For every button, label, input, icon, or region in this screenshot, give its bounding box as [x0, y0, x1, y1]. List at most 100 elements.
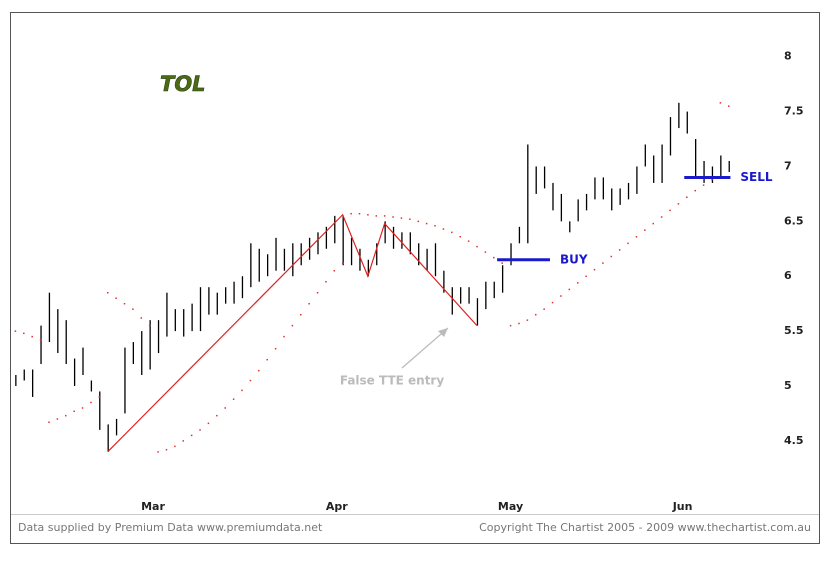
chart-title: TOL	[160, 72, 206, 96]
sar-dot	[476, 245, 478, 248]
sar-dot	[300, 313, 302, 316]
sar-dot	[341, 262, 344, 264]
frame	[10, 12, 820, 544]
arrow-head	[438, 328, 448, 337]
sar-dot	[509, 324, 512, 327]
sar-dot	[165, 448, 168, 451]
sar-dot	[199, 429, 201, 431]
sar-dot	[48, 421, 50, 423]
sar-dot	[325, 281, 327, 283]
sar-dot	[484, 251, 487, 253]
y-tick-label: 5.5	[784, 324, 804, 337]
level-label: SELL	[740, 170, 772, 184]
footer-left: Data supplied by Premium Data www.premiu…	[18, 521, 323, 534]
sar-dot	[291, 324, 294, 327]
sar-dot	[140, 317, 143, 319]
sar-dot	[669, 209, 671, 212]
sar-dot	[65, 414, 67, 417]
y-tick-label: 6	[784, 269, 792, 282]
sar-dot	[560, 295, 562, 297]
sar-dot	[442, 228, 445, 230]
sar-dot	[501, 262, 503, 264]
y-tick-label: 7.5	[784, 105, 804, 118]
sar-dot	[367, 214, 369, 216]
sar-dot	[417, 220, 420, 223]
sar-dot	[333, 270, 336, 272]
sar-dot	[425, 222, 428, 225]
sar-dot	[123, 302, 126, 305]
y-tick-label: 6.5	[784, 214, 804, 227]
sar-dot	[190, 434, 193, 437]
sar-dot	[182, 440, 185, 442]
x-tick-label: May	[498, 500, 523, 513]
sar-dot	[644, 229, 646, 231]
sar-dot	[392, 216, 394, 218]
sar-dot	[148, 324, 151, 327]
sar-dot	[39, 339, 42, 341]
sar-dot	[249, 379, 252, 382]
annotation: False TTE entry	[340, 374, 445, 388]
sar-dot	[652, 222, 654, 225]
sar-dot	[660, 216, 663, 218]
sar-dot	[174, 445, 176, 448]
sar-dot	[535, 313, 537, 316]
sar-dot	[543, 308, 545, 310]
sar-dot	[702, 184, 705, 186]
sar-dot	[459, 236, 461, 238]
sar-dot	[493, 256, 495, 259]
sar-dot	[400, 217, 403, 219]
sar-dot	[81, 407, 84, 409]
sar-dot	[686, 196, 688, 198]
sar-dot	[711, 178, 713, 181]
x-tick-label: Jun	[672, 500, 693, 513]
x-tick-label: Apr	[326, 500, 348, 513]
sar-dot	[98, 396, 101, 398]
sar-dot	[585, 275, 587, 278]
sar-dot	[728, 105, 730, 107]
sar-dot	[451, 231, 453, 234]
sar-dot	[258, 369, 260, 372]
sar-dot	[383, 215, 386, 217]
sar-dot	[90, 401, 92, 404]
footer-right: Copyright The Chartist 2005 - 2009 www.t…	[479, 521, 811, 534]
zigzag-line	[107, 213, 478, 453]
sar-dot	[593, 268, 596, 271]
sar-dot	[568, 288, 571, 291]
annotation-arrow	[401, 327, 449, 369]
sar-dot	[610, 255, 613, 258]
sar-dot	[283, 335, 285, 338]
sar-dot	[207, 422, 210, 425]
sar-dot	[157, 451, 159, 453]
sar-dot	[635, 236, 638, 238]
y-tick-label: 7	[784, 159, 792, 172]
sar-dot	[409, 218, 411, 220]
sar-dot	[14, 330, 17, 332]
sar-dot	[375, 215, 378, 217]
sar-dot	[602, 262, 604, 264]
x-tick-label: Mar	[141, 500, 165, 513]
sar-dot	[31, 335, 33, 338]
sar-dot	[719, 102, 722, 104]
sar-dot	[73, 410, 75, 413]
sar-dot	[232, 398, 235, 400]
sar-dot	[694, 189, 696, 192]
sar-dot	[216, 414, 218, 417]
sar-dot	[274, 347, 277, 350]
sar-dot	[266, 358, 268, 361]
sar-dot	[308, 302, 310, 305]
sar-dot	[358, 212, 361, 215]
sar-dot	[467, 240, 470, 242]
sar-dot	[518, 322, 520, 325]
sar-dot	[350, 212, 352, 215]
sar-dot	[23, 332, 25, 335]
sar-dot	[677, 203, 680, 205]
level-label: BUY	[560, 252, 588, 266]
sar-dot	[132, 308, 134, 310]
sar-dot	[434, 225, 436, 227]
sar-dot	[618, 249, 621, 251]
sar-dot	[627, 242, 629, 245]
y-tick-label: 8	[784, 50, 792, 63]
sar-dot	[526, 319, 529, 321]
y-tick-label: 4.5	[784, 434, 804, 447]
